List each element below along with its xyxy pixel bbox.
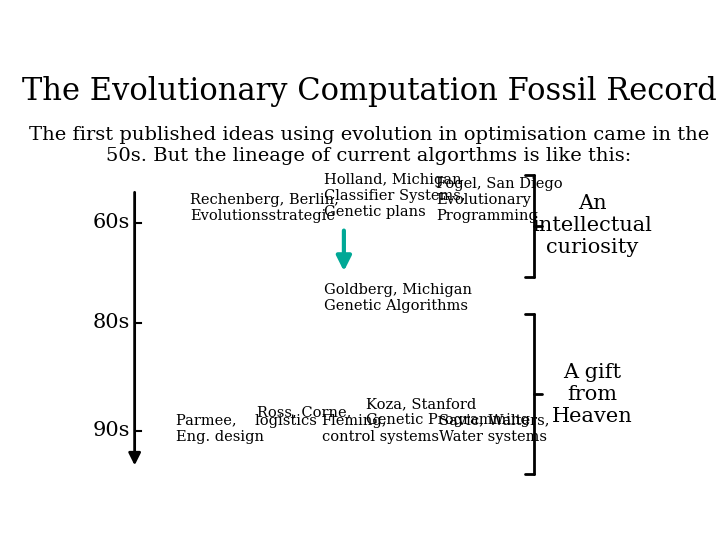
Text: Koza, Stanford
Genetic Programming: Koza, Stanford Genetic Programming <box>366 397 530 427</box>
Text: 90s: 90s <box>93 421 130 440</box>
Text: The Evolutionary Computation Fossil Record: The Evolutionary Computation Fossil Reco… <box>22 76 716 107</box>
Text: 60s: 60s <box>93 213 130 232</box>
Text: Holland, Michigan
Classifier Systems,
Genetic plans: Holland, Michigan Classifier Systems, Ge… <box>324 173 466 219</box>
Text: The first published ideas using evolution in optimisation came in the
50s. But t: The first published ideas using evolutio… <box>29 126 709 165</box>
Text: Fogel, San Diego
Evolutionary
Programming: Fogel, San Diego Evolutionary Programmin… <box>436 177 562 223</box>
Text: Parmee,    logistics
Eng. design: Parmee, logistics Eng. design <box>176 414 318 444</box>
Text: Rechenberg, Berlin,
Evolutionsstrategie: Rechenberg, Berlin, Evolutionsstrategie <box>190 193 339 224</box>
Text: Ross, Corne,: Ross, Corne, <box>258 405 352 419</box>
Text: Goldberg, Michigan
Genetic Algorithms: Goldberg, Michigan Genetic Algorithms <box>324 282 472 313</box>
Text: Savic, Walters,
Water systems: Savic, Walters, Water systems <box>438 414 549 444</box>
Text: A gift
from
Heaven: A gift from Heaven <box>552 363 633 426</box>
Text: Fleming,
control systems: Fleming, control systems <box>322 414 438 444</box>
Text: 80s: 80s <box>93 313 130 332</box>
Text: An
intellectual
curiosity: An intellectual curiosity <box>532 194 652 258</box>
